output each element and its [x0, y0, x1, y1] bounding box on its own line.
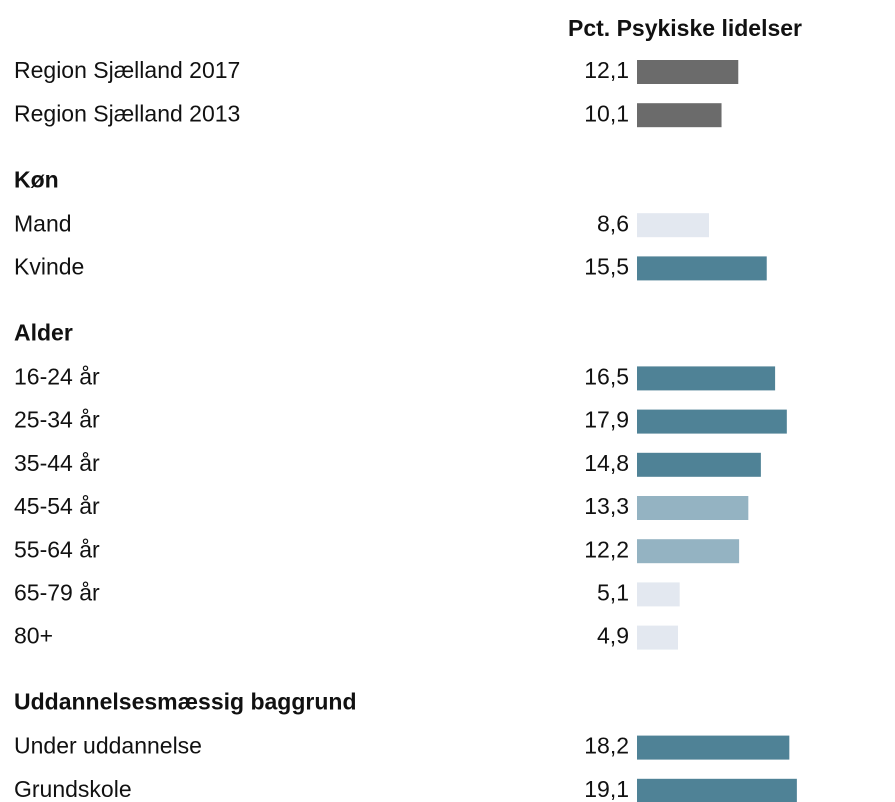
- value-label: 17,9: [584, 407, 629, 433]
- value-label: 5,1: [597, 579, 629, 605]
- value-label: 15,5: [584, 253, 629, 279]
- section-title: Alder: [14, 319, 73, 345]
- value-label: 18,2: [584, 733, 629, 759]
- value-label: 16,5: [584, 363, 629, 389]
- row-label: Region Sjælland 2013: [14, 100, 240, 126]
- bar: [637, 213, 709, 238]
- row-label: 25-34 år: [14, 407, 100, 433]
- row-label: 55-64 år: [14, 536, 100, 562]
- section-title: Uddannelsesmæssig baggrund: [14, 689, 357, 715]
- value-label: 4,9: [597, 623, 629, 649]
- row-label: Under uddannelse: [14, 733, 202, 759]
- value-label: 14,8: [584, 450, 629, 476]
- row-label: 65-79 år: [14, 579, 100, 605]
- value-label: 10,1: [584, 100, 629, 126]
- row-label: 80+: [14, 623, 53, 649]
- bar: [637, 625, 679, 650]
- bar: [637, 366, 776, 391]
- bar: [637, 778, 797, 802]
- bar: [637, 103, 722, 128]
- bar: [637, 256, 767, 281]
- bar: [637, 735, 790, 760]
- bar: [637, 409, 787, 434]
- bar: [637, 539, 740, 564]
- bar: [637, 582, 680, 607]
- row-label: Kvinde: [14, 253, 84, 279]
- row-label: Grundskole: [14, 776, 132, 802]
- section-title: Køn: [14, 166, 59, 192]
- value-label: 8,6: [597, 210, 629, 236]
- row-label: 16-24 år: [14, 363, 100, 389]
- bar: [637, 496, 749, 520]
- value-label: 12,1: [584, 57, 629, 83]
- row-label: Mand: [14, 210, 72, 236]
- bar: [637, 60, 739, 84]
- bar: [637, 452, 761, 477]
- value-label: 13,3: [584, 493, 629, 519]
- value-label: 12,2: [584, 536, 629, 562]
- chart-title: Pct. Psykiske lidelser: [568, 15, 802, 41]
- row-label: 35-44 år: [14, 450, 100, 476]
- row-label: 45-54 år: [14, 493, 100, 519]
- row-label: Region Sjælland 2017: [14, 57, 240, 83]
- value-label: 19,1: [584, 776, 629, 802]
